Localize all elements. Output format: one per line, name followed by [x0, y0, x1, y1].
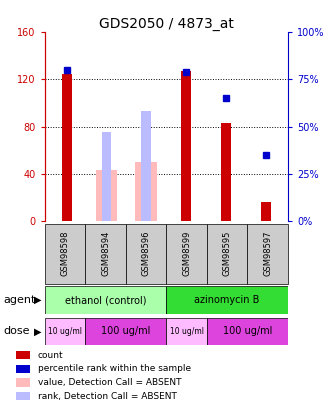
Text: ▶: ▶ [34, 295, 42, 305]
Text: GSM98594: GSM98594 [101, 231, 110, 276]
Bar [62, 74, 71, 221]
Text: GSM98595: GSM98595 [223, 231, 232, 276]
Text: GSM98598: GSM98598 [61, 231, 70, 276]
Bar [85, 224, 126, 284]
Bar [166, 318, 207, 345]
Bar [207, 224, 247, 284]
Text: ethanol (control): ethanol (control) [65, 295, 146, 305]
Bar [45, 318, 85, 345]
Bar [221, 123, 231, 221]
Bar [166, 224, 207, 284]
Text: 10 ug/ml: 10 ug/ml [48, 327, 82, 336]
Bar [16, 364, 30, 373]
Bar [45, 286, 166, 314]
Text: GSM98599: GSM98599 [182, 231, 191, 276]
Bar [166, 286, 288, 314]
Bar [207, 318, 288, 345]
Text: 100 ug/ml: 100 ug/ml [223, 326, 272, 336]
Bar [135, 162, 157, 221]
Bar [96, 170, 118, 221]
Bar [16, 378, 30, 386]
Bar [261, 202, 271, 221]
Text: 10 ug/ml: 10 ug/ml [169, 327, 204, 336]
Bar [16, 351, 30, 359]
Bar [16, 392, 30, 400]
Text: agent: agent [3, 295, 36, 305]
Text: value, Detection Call = ABSENT: value, Detection Call = ABSENT [38, 378, 181, 387]
Bar [247, 224, 288, 284]
Text: count: count [38, 351, 64, 360]
Text: GSM98596: GSM98596 [142, 231, 151, 276]
Text: azinomycin B: azinomycin B [194, 295, 260, 305]
Bar [126, 224, 166, 284]
Text: percentile rank within the sample: percentile rank within the sample [38, 364, 191, 373]
Text: ▶: ▶ [34, 326, 42, 336]
Text: GSM98597: GSM98597 [263, 231, 272, 276]
Bar [85, 318, 166, 345]
Text: 100 ug/ml: 100 ug/ml [101, 326, 151, 336]
Text: rank, Detection Call = ABSENT: rank, Detection Call = ABSENT [38, 392, 177, 401]
Text: dose: dose [3, 326, 30, 336]
Bar [181, 71, 191, 221]
Bar [45, 224, 85, 284]
Bar [141, 111, 151, 221]
Bar [102, 132, 112, 221]
Title: GDS2050 / 4873_at: GDS2050 / 4873_at [99, 17, 234, 31]
